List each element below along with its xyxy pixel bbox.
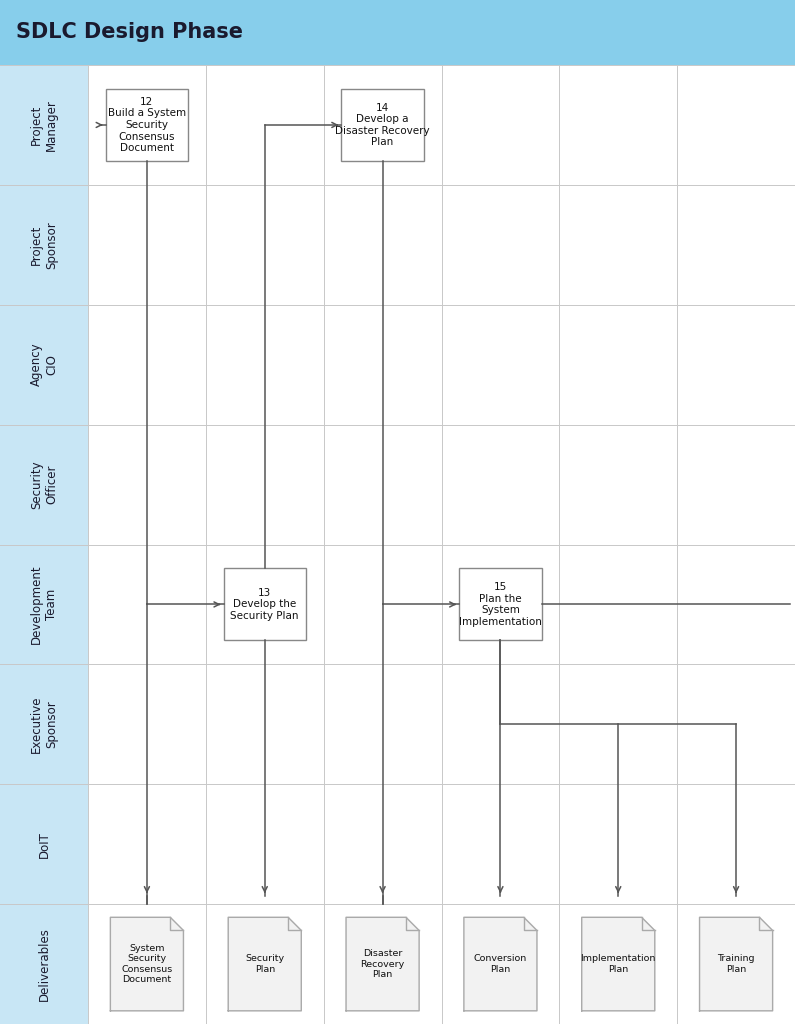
Text: SDLC Design Phase: SDLC Design Phase bbox=[16, 23, 243, 43]
Bar bbox=[0, 65, 88, 185]
Bar bbox=[88, 305, 795, 425]
Text: 14
Develop a
Disaster Recovery
Plan: 14 Develop a Disaster Recovery Plan bbox=[335, 102, 430, 147]
Text: Executive
Sponsor: Executive Sponsor bbox=[30, 695, 58, 753]
Text: Conversion
Plan: Conversion Plan bbox=[474, 954, 527, 974]
FancyBboxPatch shape bbox=[341, 89, 424, 161]
Text: Deliverables: Deliverables bbox=[37, 927, 51, 1001]
Text: 13
Develop the
Security Plan: 13 Develop the Security Plan bbox=[231, 588, 299, 621]
Text: Development
Team: Development Team bbox=[30, 564, 58, 644]
Bar bbox=[88, 185, 795, 305]
Text: Implementation
Plan: Implementation Plan bbox=[580, 954, 656, 974]
Text: Disaster
Recovery
Plan: Disaster Recovery Plan bbox=[360, 949, 405, 979]
Bar bbox=[88, 784, 795, 904]
Polygon shape bbox=[582, 918, 655, 1011]
Bar bbox=[88, 545, 795, 665]
Bar bbox=[88, 425, 795, 545]
Text: Security
Officer: Security Officer bbox=[30, 460, 58, 509]
Bar bbox=[0, 784, 88, 904]
Text: Project
Manager: Project Manager bbox=[30, 99, 58, 151]
Bar bbox=[88, 65, 795, 185]
Polygon shape bbox=[700, 918, 773, 1011]
Bar bbox=[0, 305, 88, 425]
Text: Training
Plan: Training Plan bbox=[717, 954, 754, 974]
Text: 12
Build a System
Security
Consensus
Document: 12 Build a System Security Consensus Doc… bbox=[108, 96, 186, 154]
Bar bbox=[0, 0, 795, 65]
Polygon shape bbox=[346, 918, 419, 1011]
Bar bbox=[88, 904, 795, 1024]
Text: Agency
CIO: Agency CIO bbox=[30, 343, 58, 386]
Text: Project
Sponsor: Project Sponsor bbox=[30, 221, 58, 268]
Text: DoIT: DoIT bbox=[37, 830, 51, 858]
Bar bbox=[0, 665, 88, 784]
Text: 15
Plan the
System
Implementation: 15 Plan the System Implementation bbox=[459, 582, 542, 627]
Bar bbox=[0, 545, 88, 665]
Bar bbox=[0, 904, 88, 1024]
FancyBboxPatch shape bbox=[460, 568, 541, 640]
FancyBboxPatch shape bbox=[106, 89, 188, 161]
Polygon shape bbox=[111, 918, 184, 1011]
FancyBboxPatch shape bbox=[223, 568, 306, 640]
Polygon shape bbox=[464, 918, 537, 1011]
Bar bbox=[0, 425, 88, 545]
Text: Security
Plan: Security Plan bbox=[245, 954, 285, 974]
Polygon shape bbox=[228, 918, 301, 1011]
Text: System
Security
Consensus
Document: System Security Consensus Document bbox=[122, 944, 173, 984]
Bar bbox=[0, 185, 88, 305]
Bar bbox=[88, 665, 795, 784]
